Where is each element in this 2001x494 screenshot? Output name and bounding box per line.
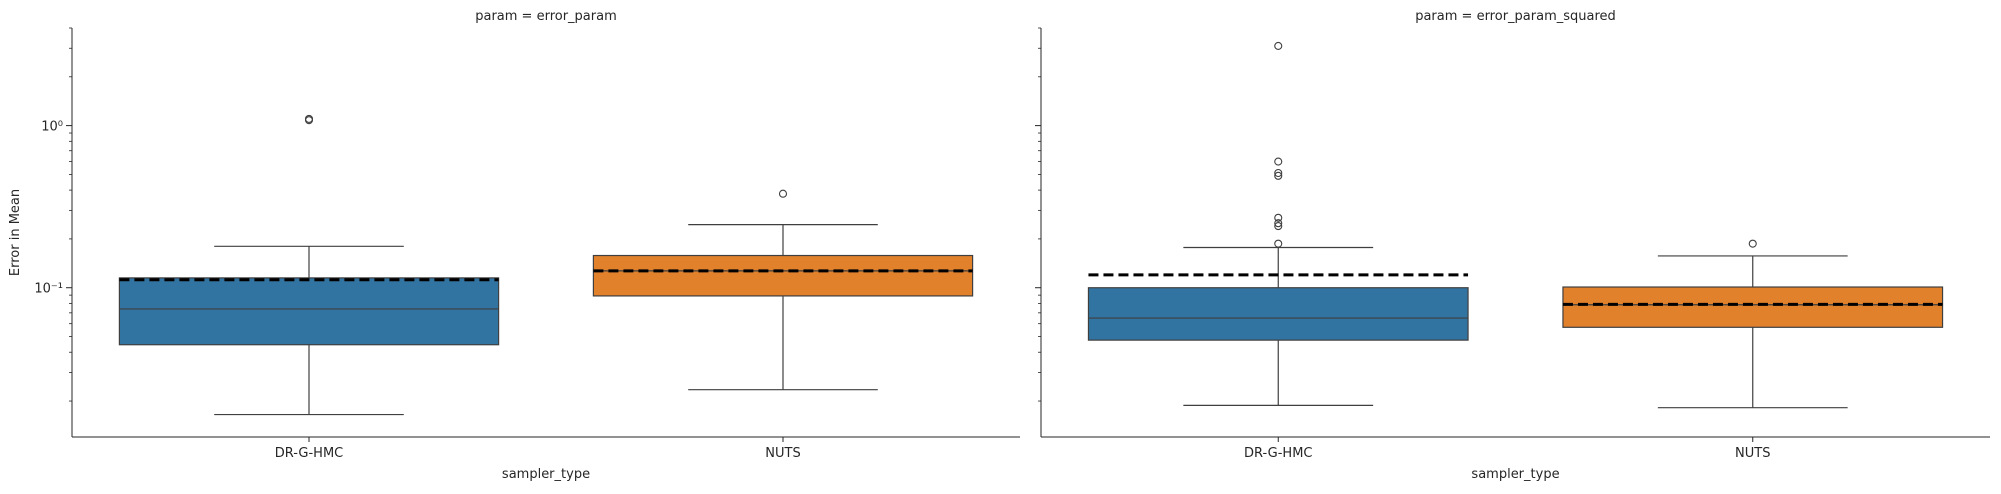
box-dr-g-hmc: [118, 277, 500, 346]
x-tick-label: DR-G-HMC: [275, 446, 344, 461]
outlier-point: [1748, 239, 1757, 248]
box-dr-g-hmc: [1087, 287, 1469, 341]
outlier-point: [1274, 168, 1283, 178]
outlier-point: [1274, 171, 1283, 180]
outlier-point: [1274, 239, 1283, 248]
x-tick-label: NUTS: [765, 446, 800, 461]
x-axis-label: sampler_type: [1471, 467, 1559, 482]
box-nuts: [1562, 286, 1944, 328]
outlier-point: [304, 114, 314, 123]
outlier-point: [1274, 157, 1283, 166]
y-tick-label: 10⁻¹: [34, 282, 63, 297]
x-axis-label: sampler_type: [502, 467, 590, 482]
outlier-point: [1274, 222, 1283, 231]
outlier-point: [1274, 41, 1283, 50]
y-axis-label: Error in Mean: [8, 189, 23, 276]
x-tick-label: DR-G-HMC: [1244, 446, 1313, 461]
box-nuts: [592, 254, 974, 297]
outlier-point: [778, 189, 788, 198]
outlier-point: [1274, 213, 1283, 222]
outlier-point: [1274, 219, 1283, 228]
panel-title: param = error_param: [475, 9, 617, 24]
panel-title: param = error_param_squared: [1415, 9, 1616, 24]
y-tick-label: 10⁰: [41, 120, 63, 135]
x-tick-label: NUTS: [1735, 446, 1770, 461]
